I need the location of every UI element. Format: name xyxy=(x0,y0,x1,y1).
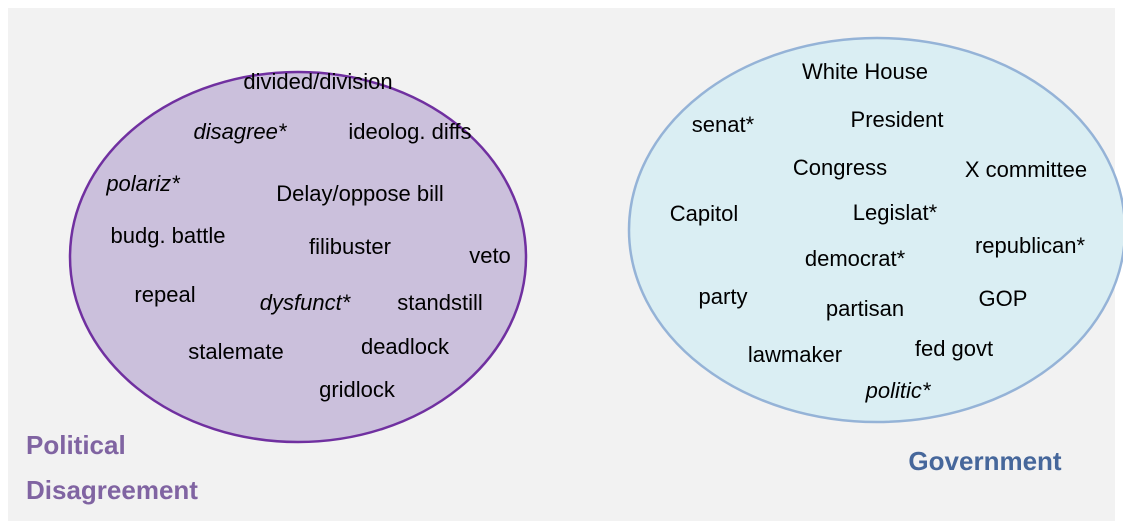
term: White House xyxy=(802,59,928,84)
group-label: Government xyxy=(908,446,1061,476)
term: Congress xyxy=(793,155,887,180)
term: deadlock xyxy=(361,334,450,359)
term: gridlock xyxy=(319,377,396,402)
term: polariz* xyxy=(105,171,181,196)
term: standstill xyxy=(397,290,483,315)
term: GOP xyxy=(979,286,1028,311)
term: veto xyxy=(469,243,511,268)
term: X committee xyxy=(965,157,1087,182)
term: filibuster xyxy=(309,234,391,259)
term: democrat* xyxy=(805,246,906,271)
term: President xyxy=(851,107,944,132)
term: party xyxy=(699,284,748,309)
term: dysfunct* xyxy=(260,290,352,315)
term: partisan xyxy=(826,296,904,321)
government-circle xyxy=(627,36,1123,424)
term: disagree* xyxy=(194,119,288,144)
term: republican* xyxy=(975,233,1086,258)
term: Delay/oppose bill xyxy=(276,181,444,206)
term: Capitol xyxy=(670,201,738,226)
disagreement-circle xyxy=(68,70,528,444)
term: budg. battle xyxy=(111,223,226,248)
term: politic* xyxy=(865,378,932,403)
term: divided/division xyxy=(243,69,392,94)
term: senat* xyxy=(692,112,755,137)
term: ideolog. diffs xyxy=(348,119,471,144)
group-label: Disagreement xyxy=(26,475,198,505)
term: fed govt xyxy=(915,336,993,361)
term: Legislat* xyxy=(853,200,938,225)
term: lawmaker xyxy=(748,342,842,367)
group-label: Political xyxy=(26,430,126,460)
term: repeal xyxy=(134,282,195,307)
term: stalemate xyxy=(188,339,283,364)
